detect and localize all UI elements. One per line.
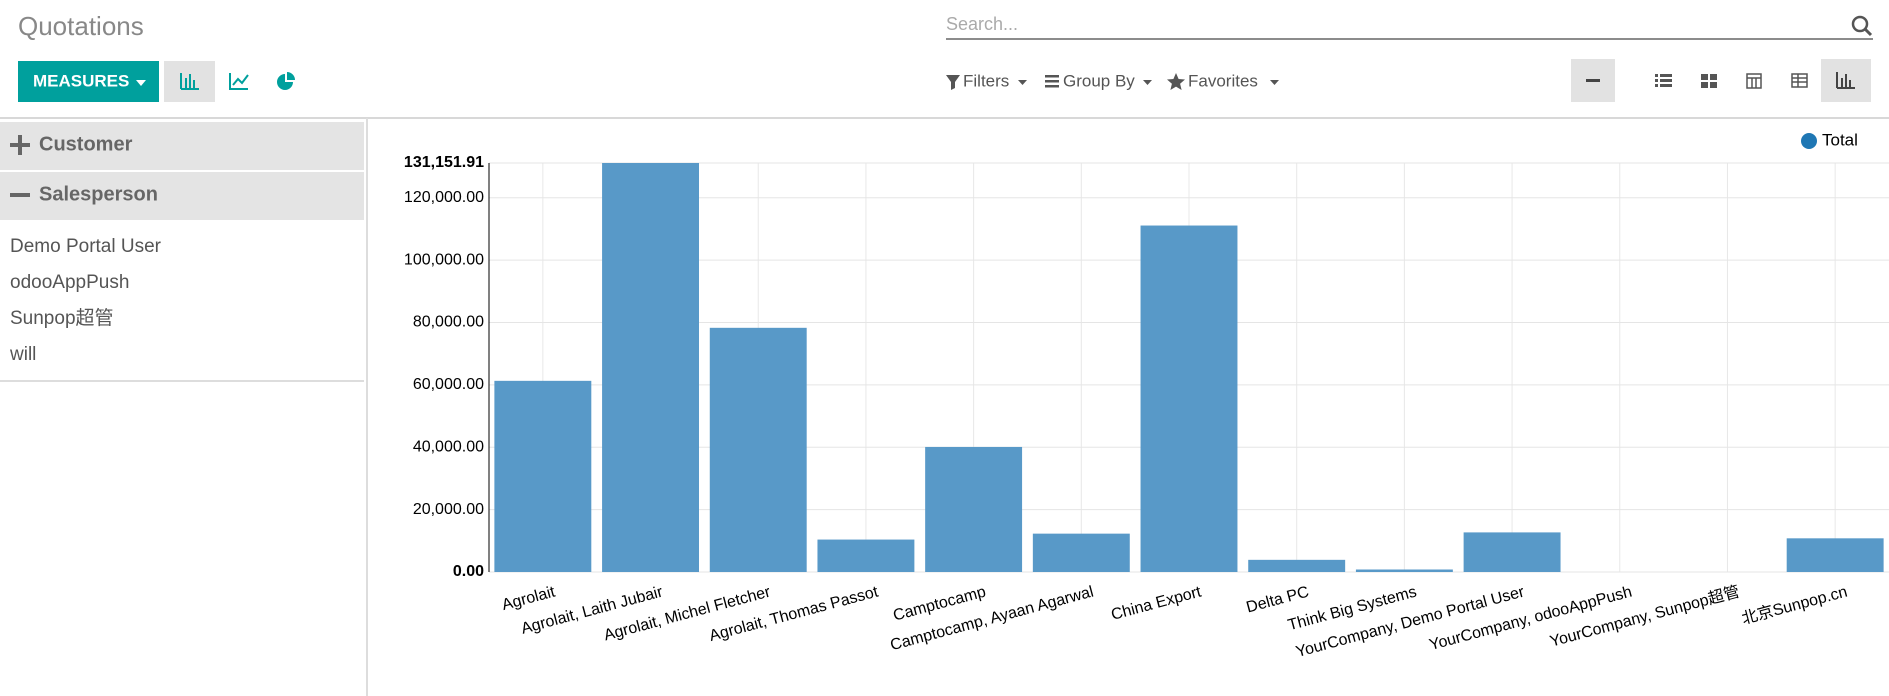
salesperson-item[interactable]: odooAppPush: [10, 272, 129, 293]
customer-group[interactable]: [0, 122, 364, 170]
filters-menu[interactable]: Filters: [946, 71, 1027, 90]
y-tick-label: 60,000.00: [413, 376, 484, 393]
favorites-menu[interactable]: Favorites: [1167, 71, 1279, 90]
search-input[interactable]: Search...: [946, 14, 1018, 34]
y-tick-label: 20,000.00: [413, 501, 484, 518]
bar: [709, 327, 807, 572]
x-tick-label: Camptocamp, Ayaan Agarwal: [889, 584, 1096, 655]
favorites-label: Favorites: [1188, 71, 1258, 90]
bar: [1355, 569, 1453, 572]
page-title: Quotations: [18, 11, 144, 41]
salesperson-item[interactable]: Demo Portal User: [10, 236, 162, 257]
x-tick-label: China Export: [1109, 583, 1203, 624]
bar: [1140, 225, 1238, 573]
bar: [1248, 559, 1346, 572]
bar: [1032, 533, 1130, 572]
search-icon[interactable]: [1851, 15, 1873, 37]
salesperson-item[interactable]: Sunpop超管: [10, 307, 114, 329]
measures-label: MEASURES: [33, 71, 129, 90]
measures-button[interactable]: [18, 61, 159, 102]
y-tick-label: 0.00: [453, 563, 484, 580]
caret: [136, 80, 146, 86]
plus-icon: [10, 135, 30, 155]
salesperson-item[interactable]: will: [9, 344, 36, 365]
bar: [925, 446, 1023, 572]
y-tick-label: 40,000.00: [413, 438, 484, 455]
bar: [494, 380, 592, 572]
pivot-view-button[interactable]: [1791, 73, 1808, 88]
minus-icon: [1586, 79, 1600, 82]
y-tick-label: 100,000.00: [404, 251, 484, 268]
x-tick-label: 北京Sunpop.cn: [1740, 583, 1849, 628]
bar: [1786, 538, 1884, 572]
kanban-view-button[interactable]: [1701, 74, 1717, 88]
minus-icon: [10, 193, 30, 197]
graph-icon: [1836, 72, 1855, 89]
y-tick-label: 80,000.00: [413, 314, 484, 331]
x-tick-label: Delta PC: [1245, 584, 1311, 617]
bar: [602, 163, 699, 572]
legend-swatch: [1801, 133, 1817, 149]
salesperson-group[interactable]: [0, 172, 364, 220]
bar-icon: [180, 73, 199, 90]
legend-label: Total: [1822, 130, 1858, 149]
line-view-button[interactable]: [229, 73, 249, 90]
x-tick-label: YourCompany, Sunpop超管: [1548, 583, 1742, 651]
calendar-view-button[interactable]: [1746, 73, 1762, 89]
list-view-button[interactable]: [1655, 74, 1672, 87]
y-tick-label: 120,000.00: [404, 189, 484, 206]
group-label: Salesperson: [39, 183, 158, 205]
x-tick-label: Agrolait: [500, 583, 557, 614]
pie-view-button[interactable]: [277, 72, 295, 90]
y-tick-label: 131,151.91: [404, 154, 484, 171]
group-by-label: Group By: [1063, 71, 1135, 90]
group-by-menu[interactable]: Group By: [1045, 71, 1152, 90]
group-label: Customer: [39, 133, 133, 155]
bar: [1463, 532, 1561, 572]
bar: [817, 539, 915, 572]
filters-label: Filters: [963, 71, 1009, 90]
